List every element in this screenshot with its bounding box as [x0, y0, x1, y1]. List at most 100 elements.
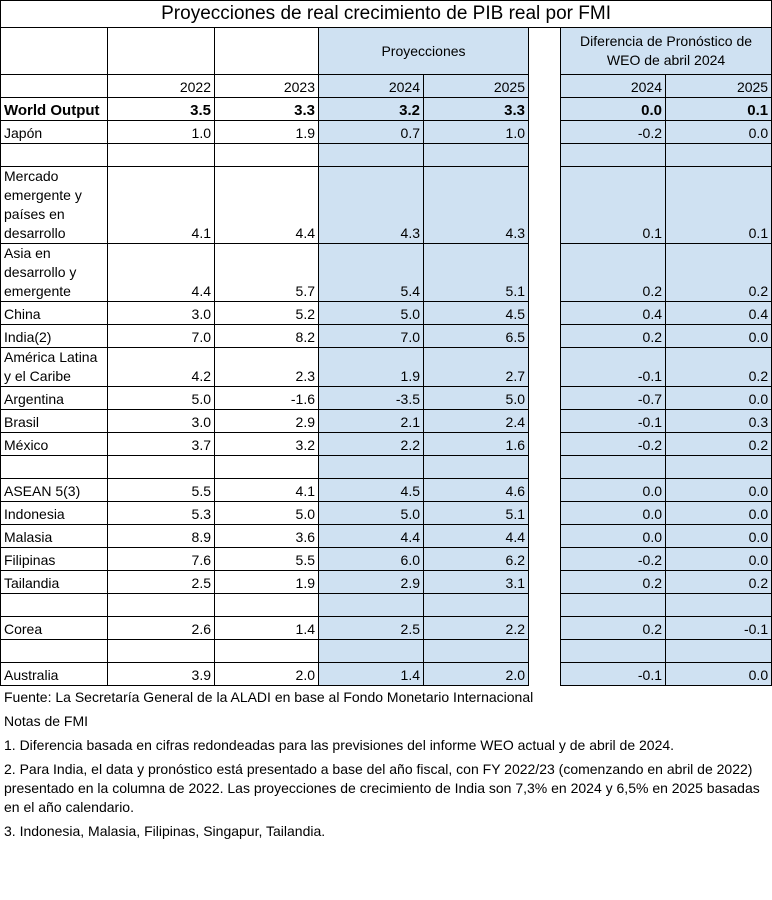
gap-cell	[528, 501, 561, 525]
value-cell: 4.6	[423, 478, 529, 502]
table-row: Filipinas 7.6 5.5 6.0 6.2 -0.2 0.0	[0, 547, 772, 571]
value-cell: -0.2	[560, 547, 666, 571]
value-cell	[423, 455, 529, 479]
table-title: Proyecciones de real crecimiento de PIB …	[0, 0, 772, 28]
year-header: 2024	[318, 74, 424, 98]
value-cell: -0.2	[560, 120, 666, 144]
year-header: 2025	[423, 74, 529, 98]
value-cell: 1.0	[423, 120, 529, 144]
value-cell: 3.9	[107, 662, 215, 686]
value-cell: 3.6	[214, 524, 319, 548]
value-cell: 1.9	[318, 347, 424, 387]
gap-cell	[528, 570, 561, 594]
value-cell: 0.0	[560, 478, 666, 502]
table-row: Indonesia 5.3 5.0 5.0 5.1 0.0 0.0	[0, 501, 772, 525]
value-cell	[664, 143, 772, 167]
value-cell: 3.3	[214, 97, 319, 121]
gap-cell	[528, 27, 561, 75]
value-cell: -0.1	[560, 409, 666, 433]
row-label: World Output	[0, 97, 108, 121]
gap-cell	[528, 547, 561, 571]
value-cell: 2.3	[214, 347, 319, 387]
value-cell	[423, 143, 529, 167]
row-label: América Latina y el Caribe	[0, 347, 108, 387]
value-cell: 7.0	[318, 324, 424, 348]
value-cell: 4.3	[318, 166, 424, 244]
value-cell: -3.5	[318, 386, 424, 410]
gap-cell	[528, 386, 561, 410]
value-cell: 3.0	[107, 409, 215, 433]
value-cell: -0.2	[560, 432, 666, 456]
value-cell: 6.2	[423, 547, 529, 571]
table-row: Brasil 3.0 2.9 2.1 2.4 -0.1 0.3	[0, 409, 772, 433]
table-row	[0, 455, 772, 479]
table-row: Malasia 8.9 3.6 4.4 4.4 0.0 0.0	[0, 524, 772, 548]
year-header: 2023	[214, 74, 319, 98]
gap-cell	[528, 524, 561, 548]
value-cell: 8.9	[107, 524, 215, 548]
empty-cell	[0, 74, 108, 98]
value-cell: 2.9	[318, 570, 424, 594]
value-cell: 0.0	[664, 386, 772, 410]
value-cell: 1.0	[107, 120, 215, 144]
footnotes: Fuente: La Secretaría General de la ALAD…	[0, 686, 772, 848]
value-cell: 4.1	[107, 166, 215, 244]
value-cell: 0.2	[560, 616, 666, 640]
value-cell: 4.1	[214, 478, 319, 502]
value-cell: 3.0	[107, 301, 215, 325]
value-cell: 0.2	[664, 347, 772, 387]
table-row: India(2) 7.0 8.2 7.0 6.5 0.2 0.0	[0, 324, 772, 348]
value-cell	[560, 639, 666, 663]
value-cell: 2.9	[214, 409, 319, 433]
value-cell: 2.2	[423, 616, 529, 640]
gap-cell	[528, 166, 561, 244]
table-row: Japón 1.0 1.9 0.7 1.0 -0.2 0.0	[0, 120, 772, 144]
value-cell: 6.5	[423, 324, 529, 348]
value-cell	[560, 143, 666, 167]
value-cell: 4.5	[423, 301, 529, 325]
value-cell: 5.5	[107, 478, 215, 502]
value-cell	[318, 143, 424, 167]
value-cell: 0.0	[560, 524, 666, 548]
value-cell	[214, 143, 319, 167]
row-label: Brasil	[0, 409, 108, 433]
value-cell: 4.5	[318, 478, 424, 502]
row-label: China	[0, 301, 108, 325]
value-cell	[664, 455, 772, 479]
value-cell: 3.1	[423, 570, 529, 594]
table-row: China 3.0 5.2 5.0 4.5 0.4 0.4	[0, 301, 772, 325]
empty-cell	[214, 27, 319, 75]
footnote: Notas de FMI	[4, 713, 89, 729]
value-cell: 1.6	[423, 432, 529, 456]
footnote: 3. Indonesia, Malasia, Filipinas, Singap…	[4, 823, 326, 839]
value-cell: 5.0	[107, 386, 215, 410]
row-label: Australia	[0, 662, 108, 686]
row-label: Asia en desarrollo y emergente	[0, 243, 108, 302]
gap-cell	[528, 455, 561, 479]
value-cell	[318, 593, 424, 617]
value-cell: 2.2	[318, 432, 424, 456]
value-cell	[107, 593, 215, 617]
gap-cell	[528, 662, 561, 686]
table-row	[0, 143, 772, 167]
value-cell: 8.2	[214, 324, 319, 348]
value-cell: 3.7	[107, 432, 215, 456]
value-cell	[107, 455, 215, 479]
footnote: 1. Diferencia basada en cifras redondead…	[4, 737, 675, 753]
value-cell: 5.0	[318, 501, 424, 525]
value-cell: 5.0	[423, 386, 529, 410]
gap-cell	[528, 324, 561, 348]
row-label: Filipinas	[0, 547, 108, 571]
table-row: World Output 3.5 3.3 3.2 3.3 0.0 0.1	[0, 97, 772, 121]
row-label	[0, 143, 108, 167]
value-cell	[107, 639, 215, 663]
value-cell: 4.4	[318, 524, 424, 548]
row-label: Japón	[0, 120, 108, 144]
value-cell	[214, 639, 319, 663]
gap-cell	[528, 593, 561, 617]
table-row: Australia 3.9 2.0 1.4 2.0 -0.1 0.0	[0, 662, 772, 686]
value-cell: 0.0	[560, 501, 666, 525]
value-cell: 2.1	[318, 409, 424, 433]
gap-cell	[528, 432, 561, 456]
value-cell: 0.2	[560, 243, 666, 302]
